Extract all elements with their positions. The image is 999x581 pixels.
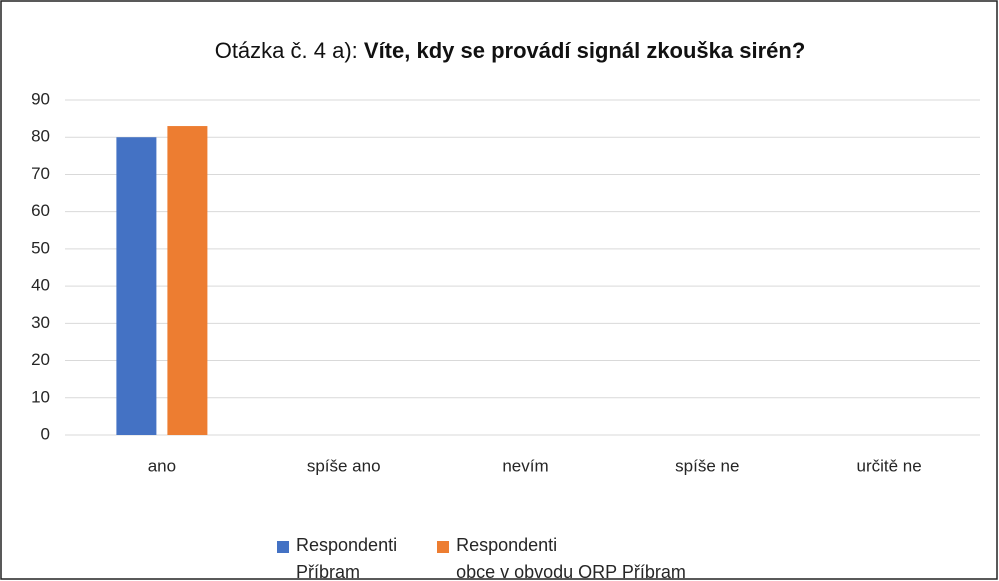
bar [167, 126, 208, 436]
chart-title: Otázka č. 4 a): Víte, kdy se provádí sig… [215, 38, 806, 63]
legend-item: Respondenti obce v obvodu ORP Příbram [437, 535, 686, 581]
title-lead: Otázka č. 4 a): [215, 38, 358, 63]
x-tick-label: ano [148, 456, 176, 475]
y-tick-label: 30 [31, 313, 50, 332]
y-tick-label: 40 [31, 276, 50, 295]
x-tick-label: nevím [502, 456, 548, 475]
legend-swatch [437, 541, 450, 553]
y-tick-label: 90 [31, 89, 50, 108]
y-tick-label: 20 [31, 350, 50, 369]
x-tick-label: určitě ne [856, 456, 921, 475]
y-tick-label: 10 [31, 387, 50, 406]
legend: Respondenti Příbram Respondenti obce v ob… [277, 535, 686, 581]
y-tick-label: 0 [41, 424, 50, 443]
y-tick-label: 70 [31, 164, 50, 183]
y-tick-label: 60 [31, 201, 50, 220]
x-tick-label: spíše ano [307, 456, 381, 475]
y-tick-label: 80 [31, 127, 50, 146]
legend-label: Respondenti obce v obvodu ORP Příbram [456, 535, 686, 581]
legend-item: Respondenti Příbram [277, 535, 397, 581]
y-tick-label: 50 [31, 238, 50, 257]
x-tick-label: spíše ne [675, 456, 739, 475]
legend-swatch [277, 541, 289, 553]
bar [116, 137, 157, 435]
legend-label: Respondenti Příbram [296, 535, 398, 581]
title-question: Víte, kdy se provádí signál zkouška siré… [364, 38, 805, 63]
